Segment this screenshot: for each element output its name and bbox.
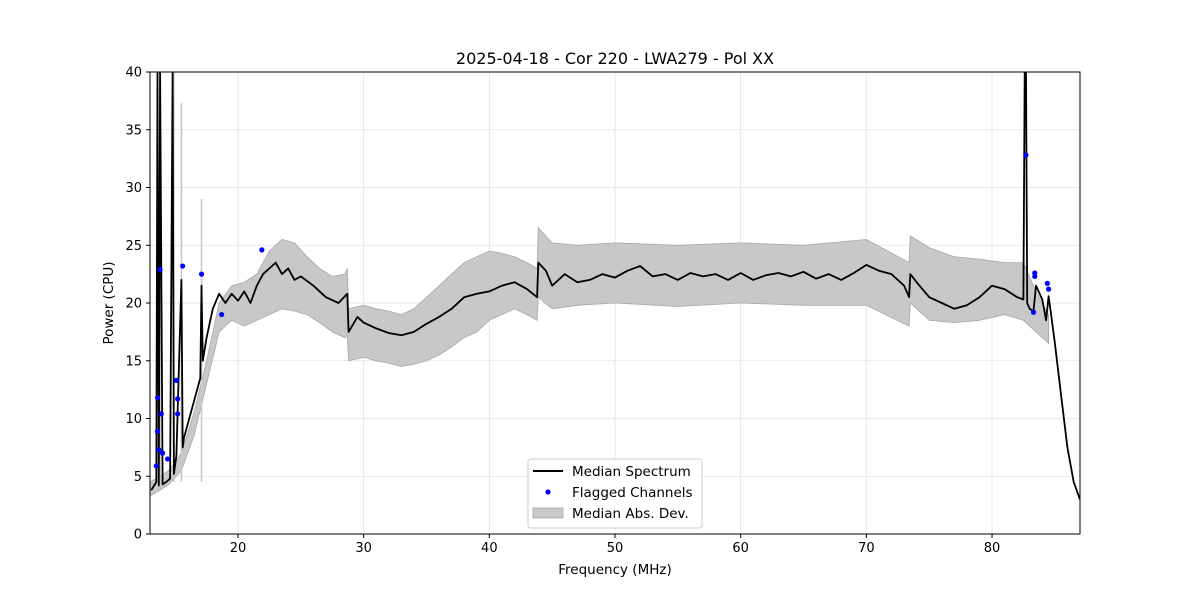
flagged-channel-point (157, 266, 163, 273)
legend-label-median-spectrum: Median Spectrum (572, 464, 691, 480)
flagged-channel-point (219, 311, 225, 318)
flagged-channel-point (1032, 273, 1038, 280)
x-tick-label: 20 (230, 541, 247, 556)
y-axis-label: Power (CPU) (101, 261, 117, 344)
median-spectrum-line (150, 72, 1080, 500)
chart-title: 2025-04-18 - Cor 220 - LWA279 - Pol XX (456, 49, 774, 68)
legend-label-flagged-channels: Flagged Channels (572, 485, 693, 501)
flagged-channel-point (158, 411, 164, 417)
x-tick-label: 70 (858, 541, 875, 556)
flagged-channel-point (175, 411, 181, 417)
flagged-channel-point (154, 395, 161, 401)
flagged-channel-point (259, 247, 265, 253)
y-tick-label: 30 (125, 181, 142, 196)
flagged-channel-point (164, 456, 171, 462)
x-tick-label: 60 (732, 541, 749, 556)
median-abs-dev-band (150, 226, 1049, 497)
y-tick-label: 40 (125, 66, 142, 81)
flagged-channel-point (159, 450, 166, 456)
x-axis-label: Frequency (MHz) (558, 562, 671, 578)
flagged-channel-point (153, 463, 159, 469)
flagged-channel-point (1023, 152, 1029, 158)
x-tick-label: 40 (481, 541, 498, 556)
x-tick-label: 80 (984, 541, 1001, 556)
flagged-channel-point (154, 428, 161, 434)
flagged-channel-point (198, 271, 205, 277)
flagged-channel-point (156, 447, 162, 453)
legend-band-marker (532, 507, 564, 519)
y-tick-label: 10 (125, 412, 142, 427)
y-tick-label: 5 (134, 470, 142, 485)
y-tick-label: 15 (125, 354, 142, 369)
legend-dot-marker (545, 489, 551, 495)
y-tick-label: 0 (134, 528, 142, 543)
y-axis: 0 5 10 15 20 25 30 35 40 (125, 66, 150, 543)
flagged-channel-point (175, 396, 181, 402)
flagged-channel-point (173, 377, 179, 383)
legend: Median Spectrum Flagged Channels Median … (527, 458, 703, 529)
flagged-channel-point (1044, 280, 1050, 286)
y-tick-label: 20 (125, 297, 142, 312)
flagged-channel-point (180, 263, 186, 269)
x-axis: 20 30 40 50 60 70 80 (230, 534, 1001, 556)
x-tick-label: 30 (355, 541, 372, 556)
flagged-channel-point (1045, 286, 1052, 292)
legend-label-median-abs-dev: Median Abs. Dev. (572, 506, 689, 522)
flagged-channel-point (1030, 309, 1037, 315)
y-tick-label: 25 (125, 239, 142, 254)
y-tick-label: 35 (125, 123, 142, 138)
x-tick-label: 50 (607, 541, 624, 556)
plot-area (150, 72, 1080, 500)
legend-box (527, 458, 703, 529)
